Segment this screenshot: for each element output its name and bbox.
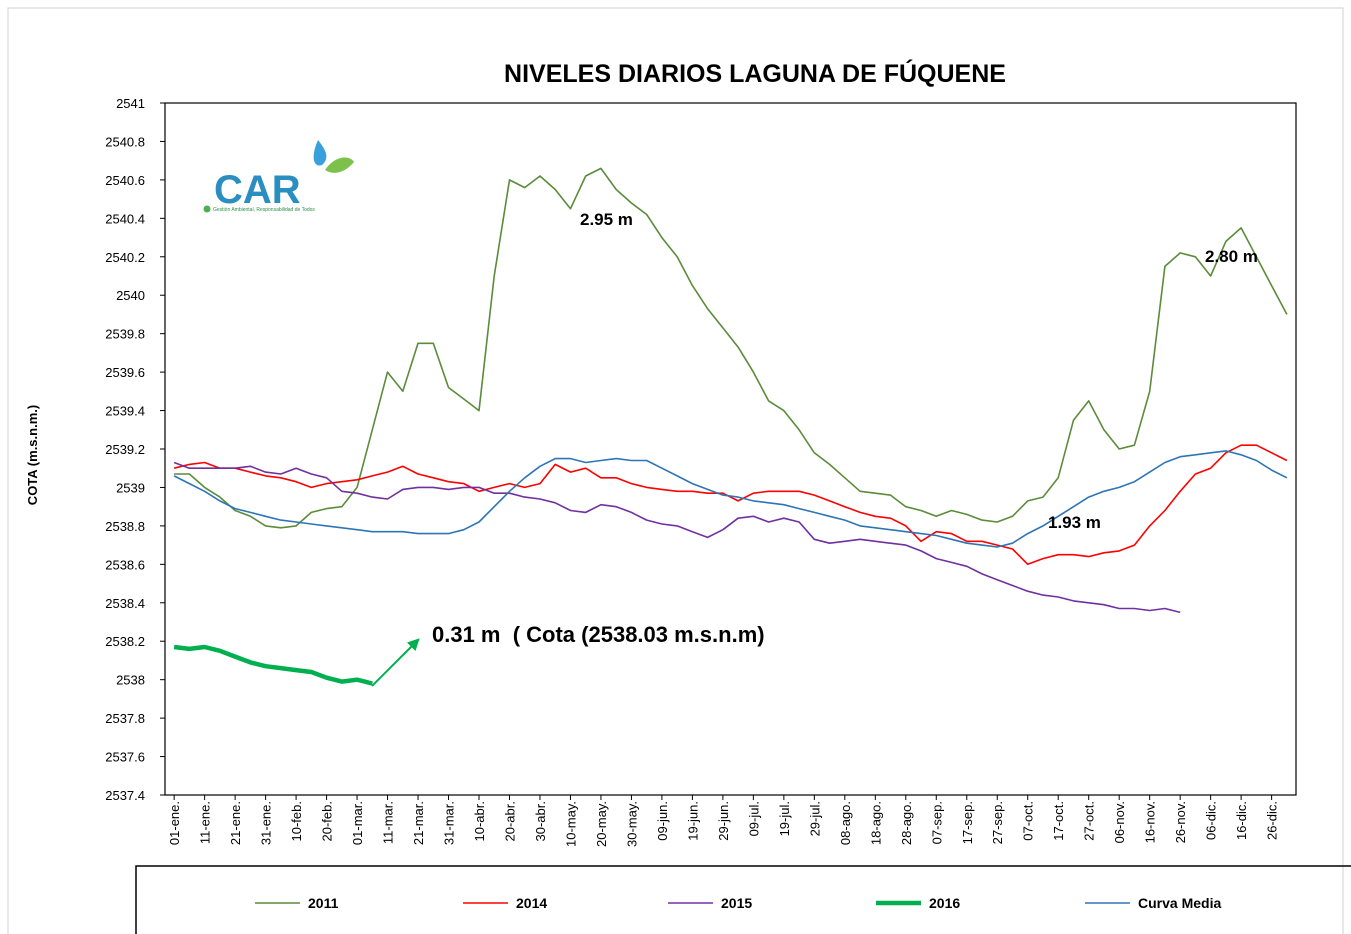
y-tick-label: 2540.4 — [105, 211, 145, 226]
logo-tagline: Gestión Ambiental, Responsabilidad de To… — [213, 207, 315, 213]
x-tick-label: 27-oct. — [1082, 801, 1097, 841]
y-tick-label: 2540.8 — [105, 134, 145, 149]
y-tick-label: 2539.2 — [105, 442, 145, 457]
x-tick-label: 31-ene. — [259, 801, 274, 845]
x-tick-label: 29-jul. — [807, 801, 822, 836]
series-line — [174, 167, 1288, 529]
y-tick-label: 2540 — [116, 288, 145, 303]
x-tick-label: 19-jun. — [685, 801, 700, 841]
logo: CAR Gestión Ambiental, Responsabilidad d… — [203, 140, 354, 213]
y-tick-label: 2537.8 — [105, 711, 145, 726]
x-tick-label: 20-may. — [594, 801, 609, 847]
y-tick-label: 2538.4 — [105, 596, 145, 611]
x-tick-label: 01-ene. — [167, 801, 182, 845]
y-tick-label: 2538 — [116, 673, 145, 688]
x-tick-label: 30-abr. — [533, 801, 548, 841]
annotation-arrow — [371, 638, 420, 687]
y-tick-label: 2539.4 — [105, 404, 145, 419]
logo-drop — [313, 140, 327, 166]
x-tick-label: 20-abr. — [502, 801, 517, 841]
y-tick-label: 2539.6 — [105, 365, 145, 380]
logo-dot — [203, 205, 211, 213]
x-tick-label: 10-feb. — [289, 801, 304, 841]
y-tick-label: 2537.6 — [105, 750, 145, 765]
legend-label: 2016 — [929, 895, 960, 911]
series-line — [173, 644, 373, 686]
legend-label: 2015 — [721, 895, 752, 911]
x-tick-label: 28-ago. — [899, 801, 914, 845]
y-tick-label: 2539 — [116, 480, 145, 495]
x-tick-label: 31-mar. — [442, 801, 457, 845]
x-tick-label: 30-may. — [624, 801, 639, 847]
x-tick-label: 16-dic. — [1234, 801, 1249, 840]
chart-title: NIVELES DIARIOS LAGUNA DE FÚQUENE — [504, 58, 1006, 88]
y-axis-label: COTA (m.s.n.m.) — [25, 405, 40, 505]
logo-leaf — [325, 157, 354, 173]
series-line — [173, 461, 1181, 614]
y-tick-label: 2539.8 — [105, 327, 145, 342]
x-tick-label: 10-may. — [563, 801, 578, 847]
x-tick-label: 09-jul. — [746, 801, 761, 836]
annotation: 1.93 m — [1048, 513, 1101, 532]
x-tick-label: 29-jun. — [716, 801, 731, 841]
x-tick-label: 26-dic. — [1265, 801, 1280, 840]
x-tick-label: 21-ene. — [228, 801, 243, 845]
x-tick-label: 27-sep. — [990, 801, 1005, 844]
x-tick-label: 06-dic. — [1204, 801, 1219, 840]
x-tick-label: 20-feb. — [320, 801, 335, 841]
x-tick-label: 11-ene. — [198, 801, 213, 844]
x-tick-label: 09-jun. — [655, 801, 670, 841]
x-tick-label: 06-nov. — [1112, 801, 1127, 843]
x-tick-label: 16-nov. — [1143, 801, 1158, 843]
x-tick-label: 21-mar. — [411, 801, 426, 845]
outer-frame — [7, 7, 1344, 934]
x-tick-label: 11-mar. — [381, 801, 396, 844]
logo-text: CAR — [214, 168, 301, 212]
legend-label: 2011 — [308, 895, 339, 911]
y-tick-label: 2537.4 — [105, 788, 145, 803]
x-tick-label: 01-mar. — [350, 801, 365, 845]
x-tick-label: 19-jul. — [777, 801, 792, 836]
annotation: 2.95 m — [580, 210, 633, 229]
annotation: 2.80 m — [1205, 247, 1258, 266]
y-tick-label: 2538.8 — [105, 519, 145, 534]
x-tick-label: 07-oct. — [1021, 801, 1036, 841]
y-tick-label: 2538.6 — [105, 557, 145, 572]
x-tick-label: 26-nov. — [1173, 801, 1188, 843]
x-tick-label: 17-sep. — [960, 801, 975, 844]
legend-frame — [135, 865, 1351, 934]
annotation: 0.31 m ( Cota (2538.03 m.s.n.m) — [432, 622, 765, 647]
y-tick-label: 2541 — [116, 96, 145, 111]
series-line — [173, 444, 1288, 566]
series-line — [173, 450, 1288, 548]
x-tick-label: 08-ago. — [838, 801, 853, 845]
x-tick-label: 18-ago. — [868, 801, 883, 845]
y-tick-label: 2540.6 — [105, 173, 145, 188]
y-tick-label: 2540.2 — [105, 250, 145, 265]
legend-label: Curva Media — [1138, 895, 1221, 911]
x-tick-label: 17-oct. — [1051, 801, 1066, 841]
x-tick-label: 10-abr. — [472, 801, 487, 841]
y-tick-label: 2538.2 — [105, 634, 145, 649]
x-tick-label: 07-sep. — [929, 801, 944, 844]
legend-label: 2014 — [516, 895, 547, 911]
